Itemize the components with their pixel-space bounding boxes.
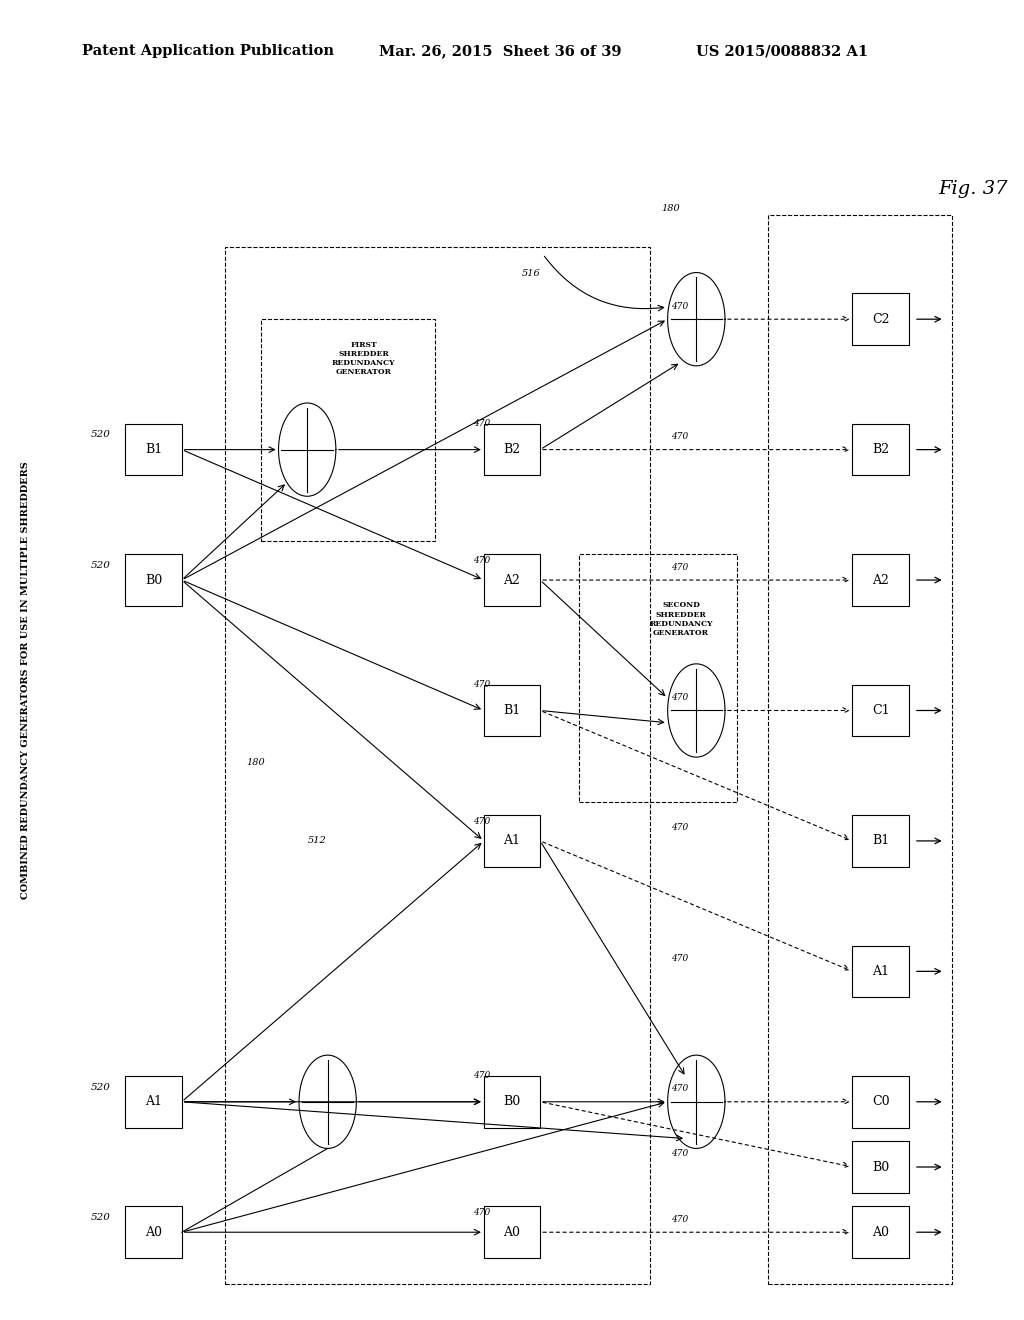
Text: 470: 470: [473, 817, 490, 826]
Bar: [126, 424, 182, 475]
Text: A0: A0: [872, 1226, 889, 1238]
Text: 470: 470: [671, 824, 688, 833]
Text: C0: C0: [871, 1096, 890, 1109]
Bar: [852, 1206, 909, 1258]
Text: Fig. 37: Fig. 37: [938, 180, 1008, 198]
Text: C1: C1: [871, 704, 890, 717]
Text: 520: 520: [91, 430, 111, 440]
Text: 470: 470: [671, 432, 688, 441]
Text: 470: 470: [671, 954, 688, 962]
Text: 180: 180: [247, 758, 265, 767]
Text: A2: A2: [872, 574, 889, 586]
Text: B1: B1: [872, 834, 889, 847]
Bar: [852, 554, 909, 606]
Bar: [261, 319, 435, 541]
Text: Patent Application Publication: Patent Application Publication: [82, 45, 334, 58]
Text: 470: 470: [473, 1208, 490, 1217]
Bar: [852, 1076, 909, 1127]
Text: 470: 470: [473, 1072, 490, 1080]
Text: 516: 516: [522, 269, 541, 279]
Text: US 2015/0088832 A1: US 2015/0088832 A1: [696, 45, 868, 58]
Text: 470: 470: [671, 562, 688, 572]
Text: SECOND
SHREDDER
REDUNDANCY
GENERATOR: SECOND SHREDDER REDUNDANCY GENERATOR: [649, 602, 713, 638]
Text: 520: 520: [91, 561, 111, 570]
Text: A2: A2: [504, 574, 520, 586]
Bar: [483, 685, 541, 737]
Bar: [126, 554, 182, 606]
Text: 520: 520: [91, 1082, 111, 1092]
Bar: [579, 554, 737, 801]
Text: B0: B0: [872, 1160, 889, 1173]
Text: B2: B2: [504, 444, 520, 457]
Text: B1: B1: [145, 444, 162, 457]
Text: C2: C2: [871, 313, 890, 326]
Bar: [483, 1206, 541, 1258]
Bar: [768, 215, 952, 1284]
Text: A1: A1: [145, 1096, 162, 1109]
Text: 180: 180: [662, 203, 680, 213]
Text: B0: B0: [504, 1096, 520, 1109]
Bar: [852, 424, 909, 475]
Text: A1: A1: [872, 965, 889, 978]
Text: B2: B2: [872, 444, 889, 457]
Text: 470: 470: [671, 693, 688, 702]
Bar: [852, 945, 909, 997]
Bar: [483, 1076, 541, 1127]
Text: 470: 470: [671, 1214, 688, 1224]
Bar: [483, 424, 541, 475]
Text: 520: 520: [91, 1213, 111, 1222]
Bar: [852, 293, 909, 345]
Text: FIRST
SHREDDER
REDUNDANCY
GENERATOR: FIRST SHREDDER REDUNDANCY GENERATOR: [332, 341, 395, 376]
Text: COMBINED REDUNDANCY GENERATORS FOR USE IN MULTIPLE SHREDDERS: COMBINED REDUNDANCY GENERATORS FOR USE I…: [22, 461, 30, 899]
Text: 470: 470: [671, 1150, 688, 1159]
Text: A0: A0: [504, 1226, 520, 1238]
Text: A0: A0: [145, 1226, 162, 1238]
Bar: [852, 685, 909, 737]
Text: A1: A1: [504, 834, 520, 847]
Text: 512: 512: [308, 837, 327, 845]
Text: 470: 470: [473, 556, 490, 565]
Text: Mar. 26, 2015  Sheet 36 of 39: Mar. 26, 2015 Sheet 36 of 39: [379, 45, 622, 58]
Bar: [126, 1206, 182, 1258]
Text: 470: 470: [671, 1084, 688, 1093]
Text: B0: B0: [145, 574, 162, 586]
Text: 470: 470: [671, 302, 688, 310]
Text: 470: 470: [473, 680, 490, 689]
Bar: [126, 1076, 182, 1127]
Text: B1: B1: [504, 704, 520, 717]
Bar: [225, 247, 650, 1284]
Bar: [483, 816, 541, 867]
Bar: [852, 1142, 909, 1193]
Bar: [483, 554, 541, 606]
Bar: [852, 816, 909, 867]
Text: 470: 470: [473, 418, 490, 428]
